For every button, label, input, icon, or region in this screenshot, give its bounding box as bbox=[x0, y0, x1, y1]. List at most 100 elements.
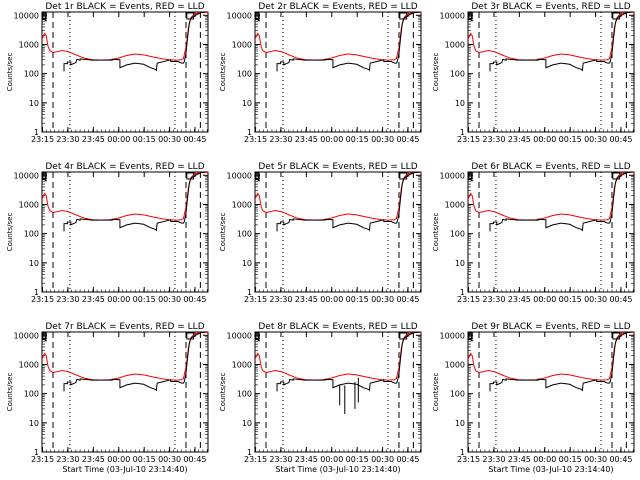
panel-title: Det 3r BLACK = Events, RED = LLD bbox=[471, 2, 630, 12]
y-tick-label: 1000 bbox=[445, 200, 465, 209]
y-tick-label: 10000 bbox=[14, 11, 39, 20]
events-series-line bbox=[276, 171, 418, 232]
x-tick-label: 23:45 bbox=[508, 135, 531, 144]
events-series-line bbox=[276, 11, 418, 72]
x-tick-label: 23:45 bbox=[82, 455, 105, 464]
x-tick-label: 23:45 bbox=[295, 295, 318, 304]
y-tick-label: 1 bbox=[34, 128, 39, 137]
saturation-box bbox=[255, 12, 260, 20]
x-tick-label: 23:30 bbox=[482, 455, 505, 464]
plot-frame bbox=[467, 171, 635, 293]
y-tick-label: 1 bbox=[247, 288, 252, 297]
y-tick-label: 10000 bbox=[440, 331, 465, 340]
saturation-box bbox=[255, 332, 260, 340]
lld-series-line bbox=[41, 171, 208, 221]
x-tick-label: 23:30 bbox=[269, 455, 292, 464]
panel-title: Det 2r BLACK = Events, RED = LLD bbox=[258, 2, 417, 12]
x-tick-label: 23:45 bbox=[295, 135, 318, 144]
x-tick-label: 23:30 bbox=[56, 135, 79, 144]
plot-frame bbox=[254, 11, 422, 133]
x-tick-label: 00:00 bbox=[107, 135, 130, 144]
saturation-box bbox=[42, 172, 47, 180]
x-tick-label: 00:30 bbox=[371, 455, 394, 464]
y-tick-label: 100 bbox=[237, 390, 252, 399]
x-tick-label: 23:45 bbox=[82, 135, 105, 144]
y-tick-label: 10 bbox=[242, 259, 252, 268]
x-axis-label: Start Time (03-Jul-10 23:14:40) bbox=[62, 465, 187, 474]
saturation-box bbox=[468, 172, 473, 180]
x-tick-label: 00:45 bbox=[183, 455, 206, 464]
x-tick-label: 00:15 bbox=[346, 455, 369, 464]
panel-title: Det 6r BLACK = Events, RED = LLD bbox=[471, 162, 630, 172]
x-tick-label: 00:30 bbox=[158, 135, 181, 144]
panel-title: Det 8r BLACK = Events, RED = LLD bbox=[258, 322, 417, 332]
x-tick-label: 00:30 bbox=[584, 455, 607, 464]
x-tick-label: 00:15 bbox=[559, 295, 582, 304]
y-tick-label: 10000 bbox=[14, 331, 39, 340]
x-tick-label: 00:45 bbox=[396, 135, 419, 144]
panel-title: Det 4r BLACK = Events, RED = LLD bbox=[45, 162, 204, 172]
lld-series-line bbox=[41, 331, 208, 381]
x-tick-label: 00:00 bbox=[533, 295, 556, 304]
detector-panel: Det 4r BLACK = Events, RED = LLD Counts/s… bbox=[6, 162, 209, 304]
lld-series-line bbox=[467, 11, 634, 61]
x-tick-label: 00:15 bbox=[346, 135, 369, 144]
x-tick-label: 00:45 bbox=[183, 135, 206, 144]
saturation-box bbox=[255, 172, 260, 180]
saturation-box bbox=[42, 12, 47, 20]
y-axis-label: Counts/sec bbox=[219, 53, 227, 92]
y-tick-label: 10 bbox=[455, 259, 465, 268]
x-tick-label: 00:15 bbox=[133, 455, 156, 464]
plot-frame bbox=[41, 331, 209, 453]
y-tick-label: 100 bbox=[450, 390, 465, 399]
x-tick-label: 23:15 bbox=[31, 295, 54, 304]
events-series-line bbox=[489, 331, 631, 392]
x-tick-label: 00:00 bbox=[320, 135, 343, 144]
x-axis-label: Start Time (03-Jul-10 23:14:40) bbox=[275, 465, 400, 474]
events-series-line bbox=[255, 173, 261, 182]
y-tick-label: 10000 bbox=[227, 171, 252, 180]
y-axis-label: Counts/sec bbox=[432, 213, 440, 252]
detector-panel: Det 7r BLACK = Events, RED = LLD Counts/s… bbox=[6, 322, 209, 474]
saturation-box bbox=[468, 332, 473, 340]
x-tick-label: 00:00 bbox=[320, 295, 343, 304]
lld-series-line bbox=[41, 11, 208, 61]
panel-title: Det 1r BLACK = Events, RED = LLD bbox=[45, 2, 204, 12]
plot-frame bbox=[467, 331, 635, 453]
y-axis-label: Counts/sec bbox=[219, 373, 227, 412]
x-tick-label: 00:45 bbox=[396, 455, 419, 464]
y-tick-label: 1000 bbox=[445, 40, 465, 49]
x-tick-label: 23:45 bbox=[508, 455, 531, 464]
y-tick-label: 10000 bbox=[227, 331, 252, 340]
saturation-box bbox=[468, 12, 473, 20]
events-series-line bbox=[42, 333, 48, 342]
plot-frame bbox=[254, 331, 422, 453]
y-tick-label: 10 bbox=[242, 419, 252, 428]
detector-panel: Det 5r BLACK = Events, RED = LLD Counts/s… bbox=[219, 162, 422, 304]
x-tick-label: 23:30 bbox=[269, 295, 292, 304]
x-tick-label: 23:15 bbox=[244, 455, 267, 464]
x-tick-label: 23:15 bbox=[457, 455, 480, 464]
x-tick-label: 23:30 bbox=[56, 455, 79, 464]
y-tick-label: 10000 bbox=[440, 171, 465, 180]
lld-series-line bbox=[254, 331, 421, 381]
y-tick-label: 1000 bbox=[232, 360, 252, 369]
y-tick-label: 1 bbox=[34, 448, 39, 457]
y-axis-label: Counts/sec bbox=[6, 53, 14, 92]
events-series-line bbox=[468, 333, 474, 342]
y-tick-label: 1 bbox=[460, 288, 465, 297]
panel-title: Det 5r BLACK = Events, RED = LLD bbox=[258, 162, 417, 172]
y-tick-label: 100 bbox=[24, 70, 39, 79]
x-tick-label: 00:00 bbox=[107, 295, 130, 304]
lld-series-line bbox=[254, 171, 421, 221]
y-tick-label: 10 bbox=[455, 419, 465, 428]
y-tick-label: 10 bbox=[242, 99, 252, 108]
y-axis-label: Counts/sec bbox=[6, 373, 14, 412]
events-series-line bbox=[63, 331, 205, 392]
x-tick-label: 00:45 bbox=[183, 295, 206, 304]
x-tick-label: 00:45 bbox=[396, 295, 419, 304]
x-tick-label: 23:30 bbox=[56, 295, 79, 304]
detector-panel: Det 6r BLACK = Events, RED = LLD Counts/s… bbox=[432, 162, 635, 304]
x-tick-label: 23:45 bbox=[508, 295, 531, 304]
y-tick-label: 10000 bbox=[14, 171, 39, 180]
